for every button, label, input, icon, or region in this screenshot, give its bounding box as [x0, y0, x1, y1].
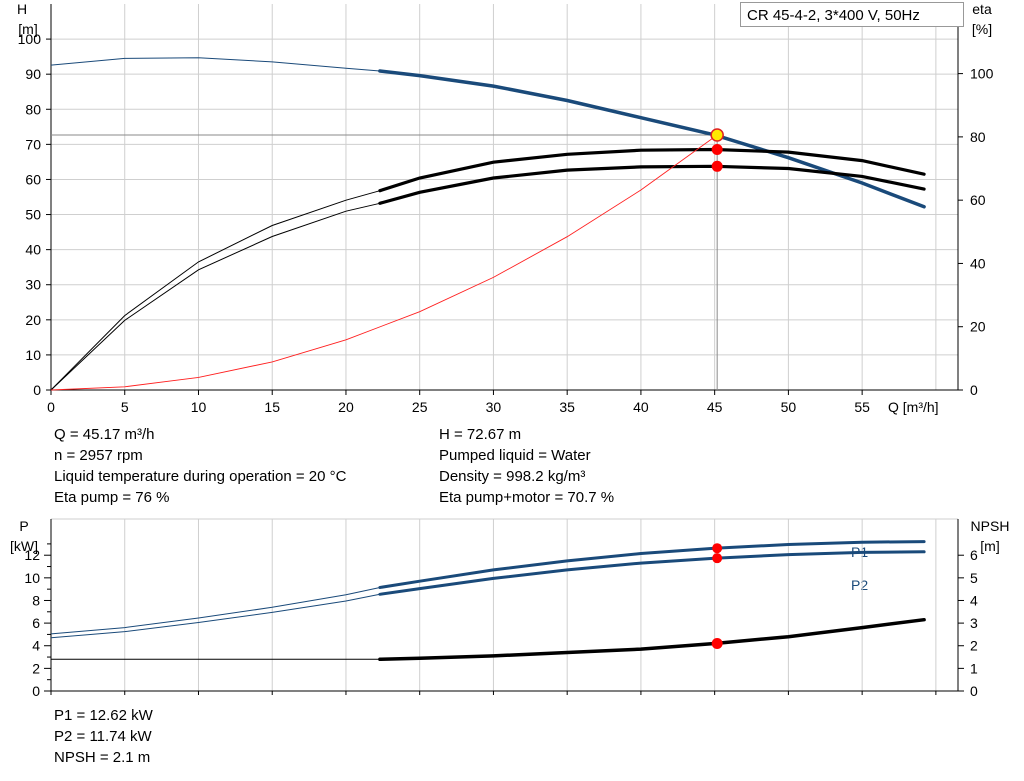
p-tick-label: 8: [32, 592, 40, 608]
power-marker-0: [712, 543, 723, 554]
p-tick-label: 2: [32, 660, 40, 676]
head-readout: H = 72.67 m: [439, 426, 522, 443]
h-tick-label: 10: [25, 347, 41, 363]
eta-tick-label: 40: [970, 255, 986, 271]
x-tick-label: 45: [707, 399, 723, 415]
h-tick-label: 80: [25, 101, 41, 117]
x-tick-label: 50: [781, 399, 797, 415]
h-tick-label: 0: [33, 382, 41, 398]
h-tick-label: 50: [25, 207, 41, 223]
p-tick-label: 10: [24, 570, 40, 586]
x-tick-label: 30: [486, 399, 502, 415]
q-axis-label: Q [m³/h]: [888, 399, 939, 415]
curve-thick-1: [378, 147, 926, 193]
npsh-tick-label: 0: [970, 683, 978, 699]
p-tick-label: 12: [24, 547, 40, 563]
h-axis-unit: [m]: [18, 21, 37, 37]
flow-readout: Q = 45.17 m³/h: [54, 426, 155, 443]
eta-tick-label: 0: [970, 382, 978, 398]
npsh-marker-0: [711, 637, 723, 649]
eta-axis-unit: [%]: [972, 21, 992, 37]
npsh-axis-unit: [m]: [980, 538, 999, 554]
npsh-readout: NPSH = 2.1 m: [54, 749, 151, 766]
curve-thick-1: [378, 550, 926, 596]
p-axis-unit: [kW]: [10, 538, 38, 554]
p-tick-label: 6: [32, 615, 40, 631]
p2-readout: P2 = 11.74 kW: [54, 728, 152, 745]
h-tick-label: 100: [18, 31, 42, 47]
curve-thick-2: [378, 617, 926, 662]
eta-pump-readout: Eta pump = 76 %: [54, 489, 170, 506]
x-tick-label: 5: [121, 399, 129, 415]
x-tick-label: 40: [633, 399, 649, 415]
npsh-tick-label: 3: [970, 615, 978, 631]
curve-thick-0: [378, 540, 926, 589]
p1-readout: P1 = 12.62 kW: [54, 707, 153, 724]
density-readout: Density = 998.2 kg/m³: [439, 468, 586, 485]
h-tick-label: 90: [25, 66, 41, 82]
info-top-right: H = 72.67 m Pumped liquid = Water Densit…: [439, 424, 614, 508]
p2-curve-label: P2: [851, 577, 868, 593]
curve-line-3: [50, 134, 718, 391]
eta-axis-title: eta: [972, 1, 992, 17]
eta-tick-label: 20: [970, 319, 986, 335]
speed-readout: n = 2957 rpm: [54, 447, 143, 464]
curve-thin-1: [50, 593, 380, 639]
h-tick-label: 30: [25, 277, 41, 293]
chart-title: CR 45-4-2, 3*400 V, 50Hz: [747, 7, 920, 24]
curve-thin-2: [50, 202, 381, 391]
eta-marker-0: [711, 144, 723, 156]
h-tick-label: 20: [25, 312, 41, 328]
x-tick-label: 15: [264, 399, 280, 415]
p-axis-title: P: [19, 518, 28, 534]
curve-thin-1: [50, 190, 381, 391]
npsh-axis-title: NPSH: [971, 518, 1010, 534]
eta-tick-label: 80: [970, 129, 986, 145]
npsh-tick-label: 2: [970, 638, 978, 654]
eta-tick-label: 60: [970, 192, 986, 208]
chart-title-box: CR 45-4-2, 3*400 V, 50Hz: [740, 2, 964, 27]
eta-tick-label: 100: [970, 66, 994, 82]
npsh-tick-label: 5: [970, 570, 978, 586]
duty-point-marker: [710, 128, 724, 142]
h-tick-label: 70: [25, 136, 41, 152]
eta-marker-1: [711, 160, 723, 172]
npsh-tick-label: 1: [970, 660, 978, 676]
info-bottom: P1 = 12.62 kW P2 = 11.74 kW NPSH = 2.1 m: [54, 705, 153, 768]
x-tick-label: 35: [559, 399, 575, 415]
x-tick-label: 25: [412, 399, 428, 415]
power-marker-1: [712, 553, 723, 564]
eta-total-readout: Eta pump+motor = 70.7 %: [439, 489, 615, 506]
temperature-readout: Liquid temperature during operation = 20…: [54, 468, 347, 485]
p-tick-label: 0: [32, 683, 40, 699]
h-tick-label: 60: [25, 171, 41, 187]
npsh-tick-label: 4: [970, 592, 978, 608]
h-axis-title: H: [17, 1, 27, 17]
curve-thin-0: [50, 57, 380, 72]
p-tick-label: 4: [32, 638, 40, 654]
npsh-tick-label: 6: [970, 547, 978, 563]
x-tick-label: 0: [47, 399, 55, 415]
h-tick-label: 40: [25, 242, 41, 258]
x-tick-label: 20: [338, 399, 354, 415]
x-tick-label: 55: [854, 399, 870, 415]
liquid-readout: Pumped liquid = Water: [439, 447, 591, 464]
curve-thin-0: [50, 587, 381, 635]
curve-thick-2: [378, 164, 926, 205]
x-tick-label: 10: [191, 399, 207, 415]
curve-thick-0: [378, 69, 926, 209]
info-top-left: Q = 45.17 m³/h n = 2957 rpm Liquid tempe…: [54, 424, 346, 508]
